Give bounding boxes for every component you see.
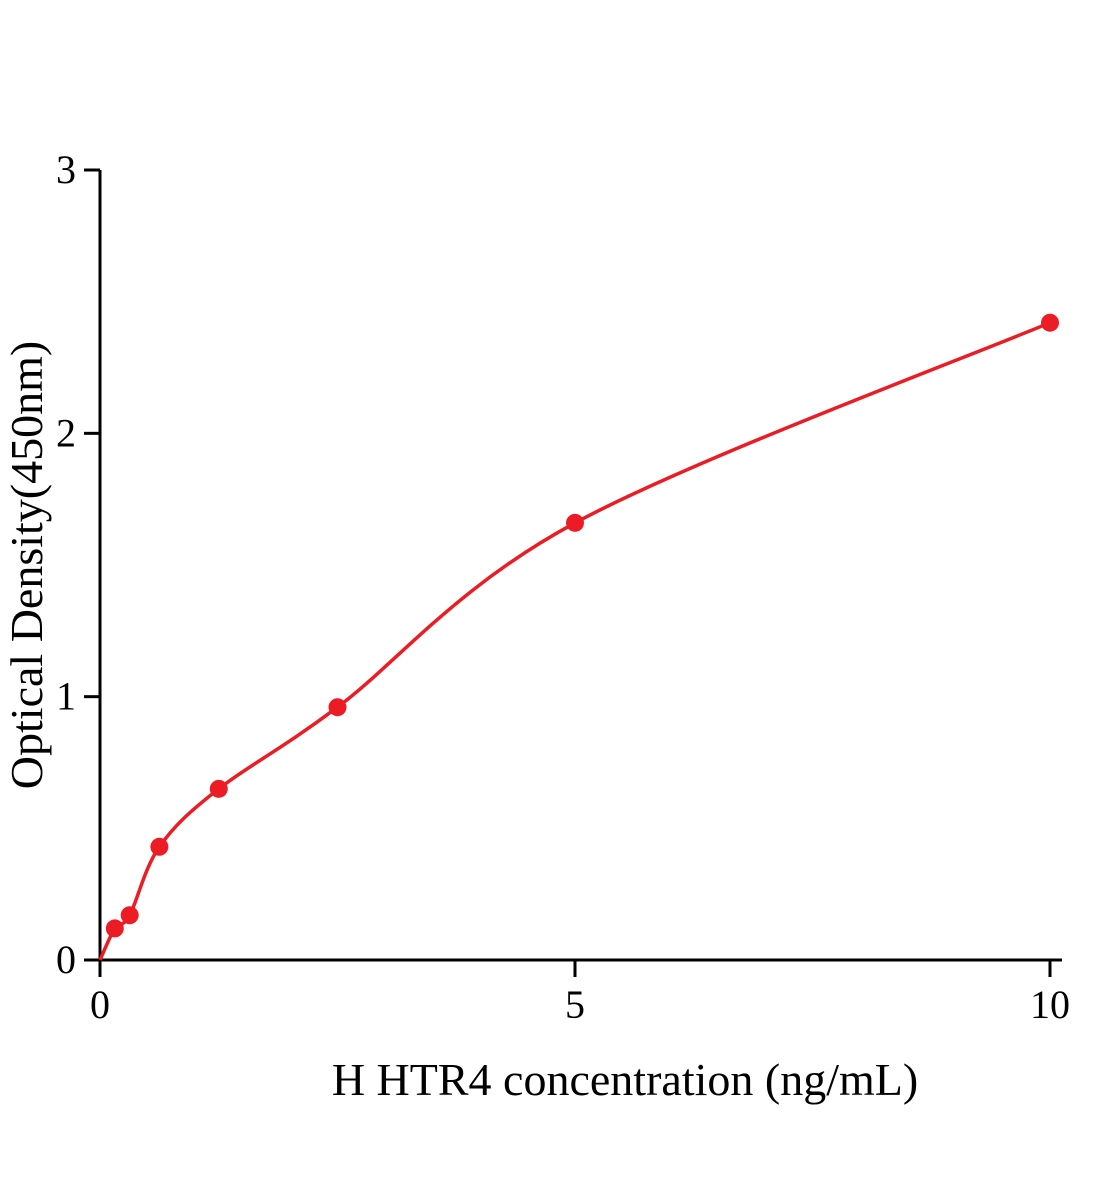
data-point xyxy=(150,837,169,856)
y-tick-label: 0 xyxy=(56,937,76,982)
tick-labels: 0 5 10 0 1 2 3 xyxy=(56,147,1070,1027)
tick-marks xyxy=(84,168,1052,977)
y-axis-title: Optical Density(450nm) xyxy=(1,341,52,789)
y-tick-label: 3 xyxy=(56,147,76,192)
fit-curve-line xyxy=(98,321,1051,961)
y-tick-label: 2 xyxy=(56,410,76,455)
data-point xyxy=(566,513,584,532)
data-point xyxy=(328,698,347,717)
y-tick-label: 1 xyxy=(56,674,76,719)
axis-spines xyxy=(98,170,1062,962)
axes xyxy=(98,170,1062,962)
x-tick-label: 10 xyxy=(1030,982,1070,1027)
data-point xyxy=(209,779,228,798)
x-tick-label: 0 xyxy=(90,982,110,1027)
x-axis-title: H HTR4 concentration (ng/mL) xyxy=(332,1054,918,1105)
data-point xyxy=(120,906,139,925)
x-tick-label: 5 xyxy=(565,982,585,1027)
data-point xyxy=(1041,313,1059,332)
data-point xyxy=(105,919,124,938)
data-series xyxy=(98,313,1059,961)
